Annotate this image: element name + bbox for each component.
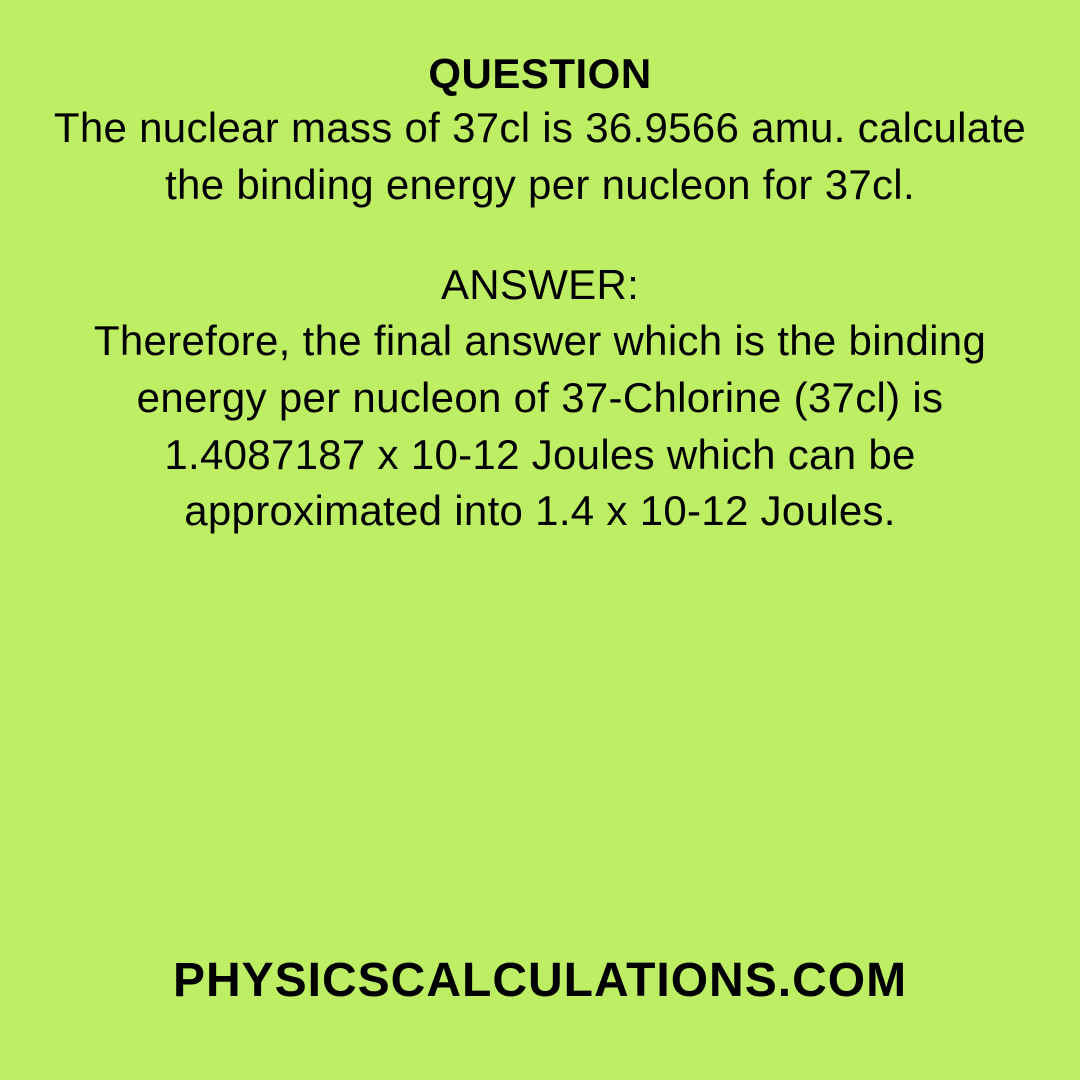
question-text: The nuclear mass of 37cl is 36.9566 amu.… — [50, 100, 1030, 213]
question-heading: QUESTION — [428, 50, 651, 98]
site-footer: PHYSICSCALCULATIONS.COM — [0, 953, 1080, 1008]
answer-text: Therefore, the final answer which is the… — [40, 313, 1040, 540]
answer-label: ANSWER: — [441, 261, 639, 309]
